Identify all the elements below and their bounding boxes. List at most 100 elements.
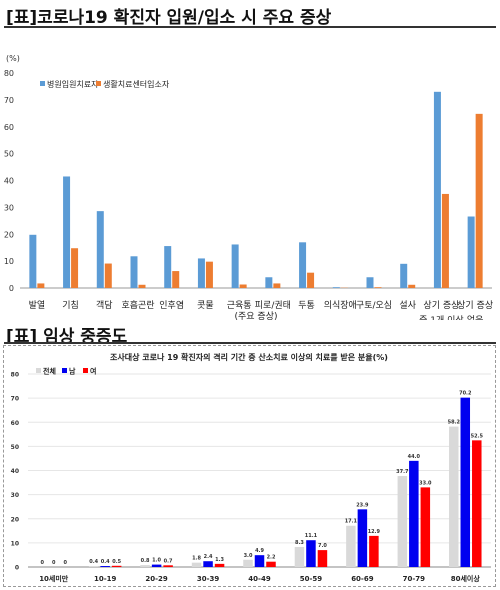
bar-female xyxy=(317,550,328,567)
y-tick-label: 70 xyxy=(11,396,19,403)
data-label: 0.4 xyxy=(89,559,98,565)
data-label: 7.0 xyxy=(318,543,327,549)
x-tick-label: 40-49 xyxy=(248,575,271,583)
bar-female xyxy=(111,565,122,567)
chart1-section-title: [표]코로나19 확진자 입원/입소 시 주요 증상 xyxy=(6,8,332,28)
x-tick-label: 근육통 xyxy=(227,300,252,311)
data-label: 23.9 xyxy=(356,502,369,508)
bar-female xyxy=(420,487,431,567)
bar-total xyxy=(449,426,459,567)
x-tick-label: 10세미만 xyxy=(39,574,69,583)
legend-swatch xyxy=(83,368,88,373)
y-tick-label: 0 xyxy=(9,284,14,293)
bar-female xyxy=(472,440,482,567)
bar-male xyxy=(203,561,213,567)
bar-hospital xyxy=(332,287,340,288)
bar-total xyxy=(88,566,99,567)
bar-hospital xyxy=(96,211,104,288)
x-tick-label: 10-19 xyxy=(94,575,117,583)
bar-male xyxy=(460,397,471,567)
data-label: 0 xyxy=(40,560,44,566)
bar-hospital xyxy=(130,256,138,288)
bar-total xyxy=(294,546,305,567)
bar-center xyxy=(37,283,45,288)
y-tick-label: 50 xyxy=(11,444,19,451)
x-tick-label: 60-69 xyxy=(351,575,374,583)
data-label: 70.2 xyxy=(459,391,472,397)
data-label: 0 xyxy=(52,560,56,566)
data-label: 44.0 xyxy=(408,454,421,460)
bar-center xyxy=(205,261,213,288)
x-tick-label: 상기 증상 xyxy=(423,300,459,311)
x-tick-label: 두통 xyxy=(298,300,315,311)
x-tick-label: 호흡곤란 xyxy=(121,299,154,311)
bar-center xyxy=(475,113,483,288)
y-tick-label: 10 xyxy=(4,257,14,266)
x-group-label: (주요 증상) xyxy=(234,311,277,320)
x-tick-label: 중 1개 이상 xyxy=(419,315,464,320)
data-label: 0 xyxy=(63,560,67,566)
bar-hospital xyxy=(29,234,37,288)
bar-hospital xyxy=(164,246,172,288)
bar-center xyxy=(408,284,416,288)
y-tick-label: 50 xyxy=(4,150,14,159)
bar-center xyxy=(441,193,449,288)
data-label: 0.4 xyxy=(101,559,110,565)
x-tick-label: 20-29 xyxy=(145,575,168,583)
legend-swatch xyxy=(96,81,101,86)
y-tick-label: 70 xyxy=(4,96,14,105)
bar-total xyxy=(397,476,408,567)
y-tick-label: 30 xyxy=(4,203,14,212)
y-tick-label: 80 xyxy=(4,69,14,78)
bar-male xyxy=(357,509,368,567)
bar-female xyxy=(369,535,379,567)
x-tick-label: 인후염 xyxy=(159,300,184,311)
y-tick-label: 80 xyxy=(11,372,19,379)
bar-male xyxy=(254,555,265,567)
bar-center xyxy=(239,284,247,288)
data-label: 4.9 xyxy=(255,548,264,554)
x-tick-label: 70-79 xyxy=(403,575,426,583)
data-label: 1.8 xyxy=(192,556,201,562)
bar-center xyxy=(172,271,180,288)
title1-underline xyxy=(4,26,496,28)
data-label: 17.1 xyxy=(345,519,358,525)
x-tick-label: 30-39 xyxy=(197,575,220,583)
bar-center xyxy=(104,263,112,288)
data-label: 12.9 xyxy=(368,529,381,535)
severity-bar-chart: 조사대상 코로나 19 확진자의 격리 기간 중 산소치료 이상의 치료를 받은… xyxy=(11,352,491,583)
bar-total xyxy=(243,559,253,567)
title2-underline xyxy=(4,342,496,344)
bar-male xyxy=(306,540,316,567)
legend-label: 생활치료센터입소자 xyxy=(103,79,170,89)
y-tick-label: 0 xyxy=(15,565,19,572)
bar-center xyxy=(273,283,281,288)
bar-total xyxy=(346,525,356,567)
bar-female xyxy=(266,561,276,567)
x-tick-label: 의식장애 xyxy=(324,300,357,311)
y-tick-label: 60 xyxy=(11,420,19,427)
data-label: 52.5 xyxy=(471,433,484,439)
y-tick-label: 20 xyxy=(11,516,19,523)
bar-male xyxy=(100,566,110,567)
bar-hospital xyxy=(265,277,273,288)
data-label: 3.0 xyxy=(244,553,253,559)
data-label: 0.5 xyxy=(112,559,121,565)
legend-label: 전체 xyxy=(43,367,56,376)
legend-label: 병원입원치료자 xyxy=(47,80,99,89)
severity-chart-panel xyxy=(3,345,496,587)
bar-center xyxy=(138,284,146,288)
data-label: 11.1 xyxy=(305,533,318,539)
bar-hospital xyxy=(400,263,408,288)
y-tick-label: 40 xyxy=(4,177,14,186)
y-tick-label: 10 xyxy=(11,540,19,547)
x-tick-label: 상기 증상 xyxy=(457,300,493,311)
x-tick-label: 없음 xyxy=(467,315,484,320)
x-tick-label: 기침 xyxy=(62,300,79,311)
legend-swatch xyxy=(40,81,45,86)
symptoms-bar-chart: (%) 0 10 20 30 40 50 60 70 80 발열 기침 객담 호흡곤란 인후염 콧물 근육통 피로… xyxy=(4,54,493,320)
data-label: 33.0 xyxy=(419,480,432,486)
bar-total xyxy=(140,565,150,567)
bar-total xyxy=(191,562,202,567)
bar-female xyxy=(214,563,225,567)
